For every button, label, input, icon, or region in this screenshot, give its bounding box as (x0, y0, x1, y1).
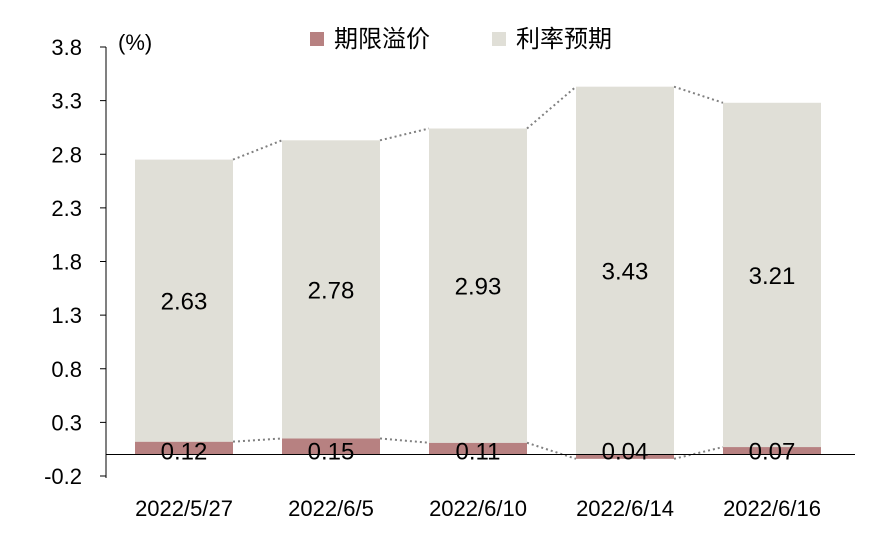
bar-segment-rate-expectation (282, 140, 380, 439)
data-label-term-premium: 0.11 (456, 439, 501, 466)
x-category-label: 2022/6/10 (429, 496, 527, 521)
y-tick-label: 1.8 (51, 250, 82, 275)
y-tick-label: 0.3 (51, 410, 82, 435)
legend-swatch (492, 32, 506, 46)
data-label-rate-expectation: 3.21 (749, 263, 796, 290)
bar-segment-rate-expectation (135, 159, 233, 442)
bar-segment-term-premium (282, 438, 380, 455)
y-tick-label: 2.8 (51, 142, 82, 167)
connector-lines (232, 85, 724, 460)
data-label-rate-expectation: 2.78 (308, 277, 355, 304)
connector-line-top (673, 85, 724, 104)
bar-segment-rate-expectation (723, 102, 821, 448)
x-category-label: 2022/6/5 (288, 496, 374, 521)
legend-label: 期限溢价 (334, 25, 430, 53)
bar-segment-term-premium (429, 442, 527, 455)
connector-line-bottom (232, 437, 283, 443)
connector-line-bottom (526, 441, 577, 460)
y-axis: 3.8 3.3 2.8 2.3 1.8 1.3 0.8 0.3 -0.2 (44, 35, 107, 489)
data-label-term-premium: 0.04 (602, 439, 649, 466)
bar-segment-term-premium (135, 441, 233, 455)
bar-segment-term-premium (723, 447, 821, 455)
y-unit-label: (%) (118, 30, 152, 55)
x-category-label: 2022/6/16 (723, 496, 821, 521)
data-labels: 2.63 0.12 2.78 0.15 2.93 0.11 3.43 0.04 3.21 0.07 (161, 259, 796, 466)
legend-label: 利率预期 (516, 25, 612, 53)
data-label-rate-expectation: 3.43 (602, 259, 649, 286)
connector-line-top (379, 127, 430, 142)
legend: 期限溢价 利率预期 (310, 25, 612, 53)
x-category-label: 2022/6/14 (576, 496, 674, 521)
x-labels: 2022/5/27 2022/6/5 2022/6/10 2022/6/14 2022/… (135, 496, 821, 521)
y-tick-label: 3.3 (51, 89, 82, 114)
connector-line-top (232, 139, 283, 161)
connector-line-bottom (673, 446, 724, 460)
bar-segment-term-premium (576, 454, 674, 459)
data-label-rate-expectation: 2.93 (455, 274, 502, 301)
data-label-term-premium: 0.15 (308, 439, 355, 466)
y-tick-label: 1.3 (51, 303, 82, 328)
data-label-term-premium: 0.07 (749, 439, 796, 466)
y-tick-label: -0.2 (44, 464, 82, 489)
y-ticks: 3.8 3.3 2.8 2.3 1.8 1.3 0.8 0.3 -0.2 (44, 35, 106, 489)
y-tick-label: 0.8 (51, 357, 82, 382)
bar-segment-rate-expectation (576, 86, 674, 455)
connector-line-bottom (379, 437, 430, 444)
y-tick-label: 3.8 (51, 35, 82, 60)
y-tick-label: 2.3 (51, 196, 82, 221)
bar-segment-rate-expectation (429, 128, 527, 443)
connector-line-top (526, 85, 577, 130)
bars (135, 86, 821, 459)
data-label-rate-expectation: 2.63 (161, 289, 208, 316)
legend-swatch (310, 32, 324, 46)
x-category-label: 2022/5/27 (135, 496, 233, 521)
data-label-term-premium: 0.12 (161, 439, 208, 466)
